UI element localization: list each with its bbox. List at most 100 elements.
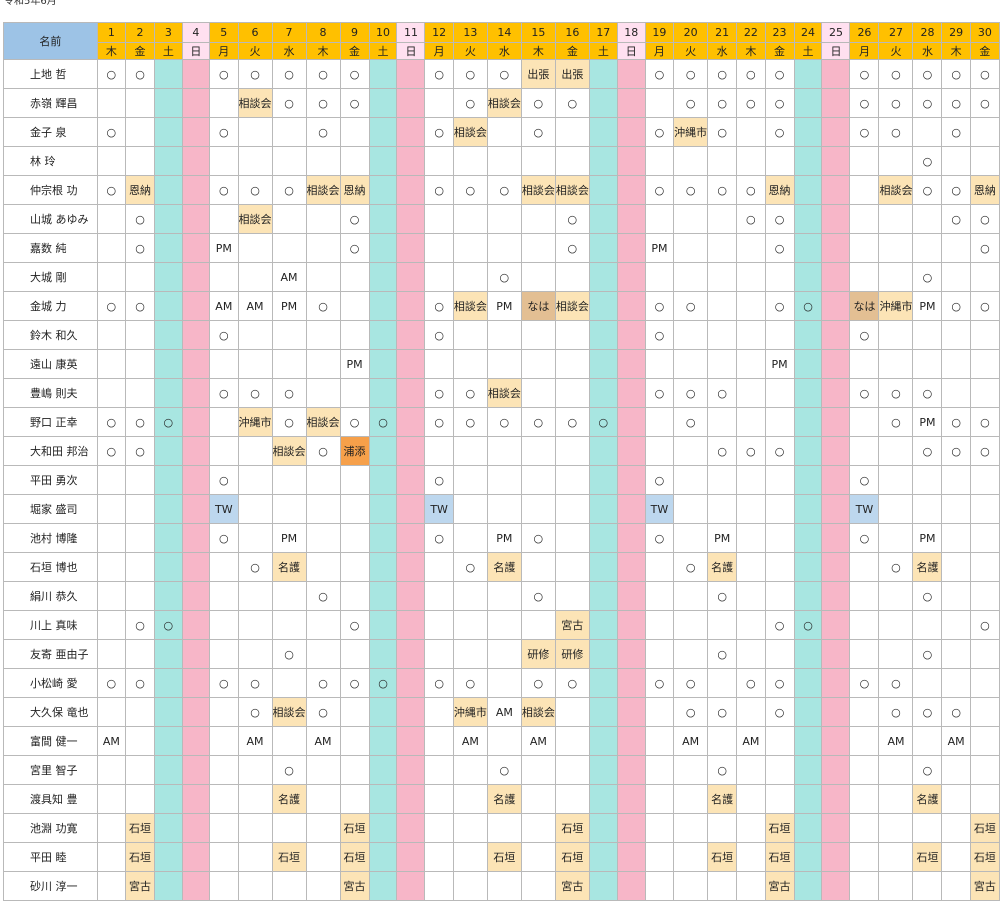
schedule-cell[interactable]: ○ <box>125 407 156 437</box>
schedule-cell[interactable] <box>96 552 127 582</box>
schedule-cell[interactable] <box>644 407 675 437</box>
schedule-cell[interactable] <box>520 436 556 466</box>
schedule-cell[interactable] <box>181 842 211 872</box>
schedule-cell[interactable]: ○ <box>878 407 914 437</box>
schedule-cell[interactable] <box>849 552 880 582</box>
schedule-cell[interactable] <box>821 697 851 727</box>
schedule-cell[interactable] <box>125 523 156 553</box>
schedule-cell[interactable] <box>673 813 709 843</box>
schedule-cell[interactable]: ○ <box>520 581 556 611</box>
schedule-cell[interactable] <box>339 697 370 727</box>
schedule-cell[interactable]: ○ <box>969 291 1000 321</box>
schedule-cell[interactable] <box>181 436 211 466</box>
schedule-cell[interactable] <box>878 465 914 495</box>
schedule-cell[interactable] <box>96 697 127 727</box>
schedule-cell[interactable] <box>736 581 766 611</box>
schedule-cell[interactable] <box>912 871 943 901</box>
schedule-cell[interactable] <box>673 842 709 872</box>
schedule-cell[interactable] <box>673 233 709 263</box>
schedule-cell[interactable] <box>96 813 127 843</box>
schedule-cell[interactable] <box>793 668 823 698</box>
schedule-cell[interactable] <box>821 813 851 843</box>
schedule-cell[interactable]: ○ <box>644 465 675 495</box>
schedule-cell[interactable]: ○ <box>486 755 522 785</box>
schedule-cell[interactable] <box>821 204 851 234</box>
schedule-cell[interactable] <box>644 146 675 176</box>
schedule-cell[interactable]: ○ <box>368 668 398 698</box>
schedule-cell[interactable] <box>554 784 590 814</box>
schedule-cell[interactable] <box>396 436 426 466</box>
schedule-cell[interactable]: ○ <box>209 523 239 553</box>
schedule-cell[interactable]: ○ <box>424 320 454 350</box>
schedule-cell[interactable] <box>764 465 795 495</box>
schedule-cell[interactable] <box>520 378 556 408</box>
schedule-cell[interactable]: ○ <box>452 88 488 118</box>
schedule-cell[interactable] <box>271 146 307 176</box>
schedule-cell[interactable]: ○ <box>125 59 156 89</box>
schedule-cell[interactable] <box>941 378 971 408</box>
schedule-cell[interactable]: ○ <box>707 117 738 147</box>
schedule-cell[interactable] <box>339 639 370 669</box>
schedule-cell[interactable] <box>368 378 398 408</box>
schedule-cell[interactable]: ○ <box>673 291 709 321</box>
schedule-cell[interactable] <box>452 204 488 234</box>
schedule-cell[interactable] <box>424 755 454 785</box>
schedule-cell[interactable]: ○ <box>125 668 156 698</box>
schedule-cell[interactable]: ○ <box>305 117 341 147</box>
schedule-cell[interactable]: ○ <box>154 610 183 640</box>
schedule-cell[interactable]: 石垣 <box>486 842 522 872</box>
schedule-cell[interactable] <box>520 465 556 495</box>
schedule-cell[interactable] <box>588 233 618 263</box>
schedule-cell[interactable] <box>486 465 522 495</box>
schedule-cell[interactable] <box>125 581 156 611</box>
schedule-cell[interactable] <box>368 552 398 582</box>
schedule-cell[interactable] <box>154 871 183 901</box>
schedule-cell[interactable] <box>821 407 851 437</box>
schedule-cell[interactable] <box>821 494 851 524</box>
schedule-cell[interactable] <box>305 465 341 495</box>
schedule-cell[interactable] <box>764 726 795 756</box>
schedule-cell[interactable] <box>969 668 1000 698</box>
schedule-cell[interactable] <box>554 436 590 466</box>
schedule-cell[interactable] <box>396 842 426 872</box>
schedule-cell[interactable] <box>271 349 307 379</box>
schedule-cell[interactable] <box>181 262 211 292</box>
schedule-cell[interactable] <box>588 697 618 727</box>
schedule-cell[interactable] <box>125 320 156 350</box>
schedule-cell[interactable] <box>849 697 880 727</box>
schedule-cell[interactable] <box>736 610 766 640</box>
schedule-cell[interactable] <box>644 610 675 640</box>
schedule-cell[interactable] <box>941 552 971 582</box>
schedule-cell[interactable] <box>305 552 341 582</box>
schedule-cell[interactable] <box>339 378 370 408</box>
schedule-cell[interactable]: ○ <box>271 175 307 205</box>
schedule-cell[interactable] <box>821 871 851 901</box>
schedule-cell[interactable] <box>878 262 914 292</box>
schedule-cell[interactable]: 名護 <box>912 784 943 814</box>
schedule-cell[interactable] <box>764 407 795 437</box>
schedule-cell[interactable] <box>424 233 454 263</box>
schedule-cell[interactable] <box>849 784 880 814</box>
schedule-cell[interactable]: ○ <box>424 407 454 437</box>
schedule-cell[interactable]: 沖縄市 <box>452 697 488 727</box>
schedule-cell[interactable] <box>673 146 709 176</box>
schedule-cell[interactable]: ○ <box>368 407 398 437</box>
schedule-cell[interactable] <box>154 436 183 466</box>
schedule-cell[interactable]: ○ <box>424 668 454 698</box>
schedule-cell[interactable] <box>736 465 766 495</box>
schedule-cell[interactable]: ○ <box>305 436 341 466</box>
schedule-cell[interactable] <box>941 146 971 176</box>
schedule-cell[interactable]: ○ <box>912 88 943 118</box>
schedule-cell[interactable]: 相談会 <box>554 291 590 321</box>
schedule-cell[interactable] <box>793 523 823 553</box>
schedule-cell[interactable] <box>424 726 454 756</box>
schedule-cell[interactable] <box>368 697 398 727</box>
schedule-cell[interactable] <box>237 639 273 669</box>
schedule-cell[interactable] <box>154 726 183 756</box>
schedule-cell[interactable] <box>912 610 943 640</box>
schedule-cell[interactable]: AM <box>209 291 239 321</box>
schedule-cell[interactable] <box>305 813 341 843</box>
schedule-cell[interactable] <box>125 552 156 582</box>
schedule-cell[interactable] <box>181 610 211 640</box>
schedule-cell[interactable] <box>644 88 675 118</box>
